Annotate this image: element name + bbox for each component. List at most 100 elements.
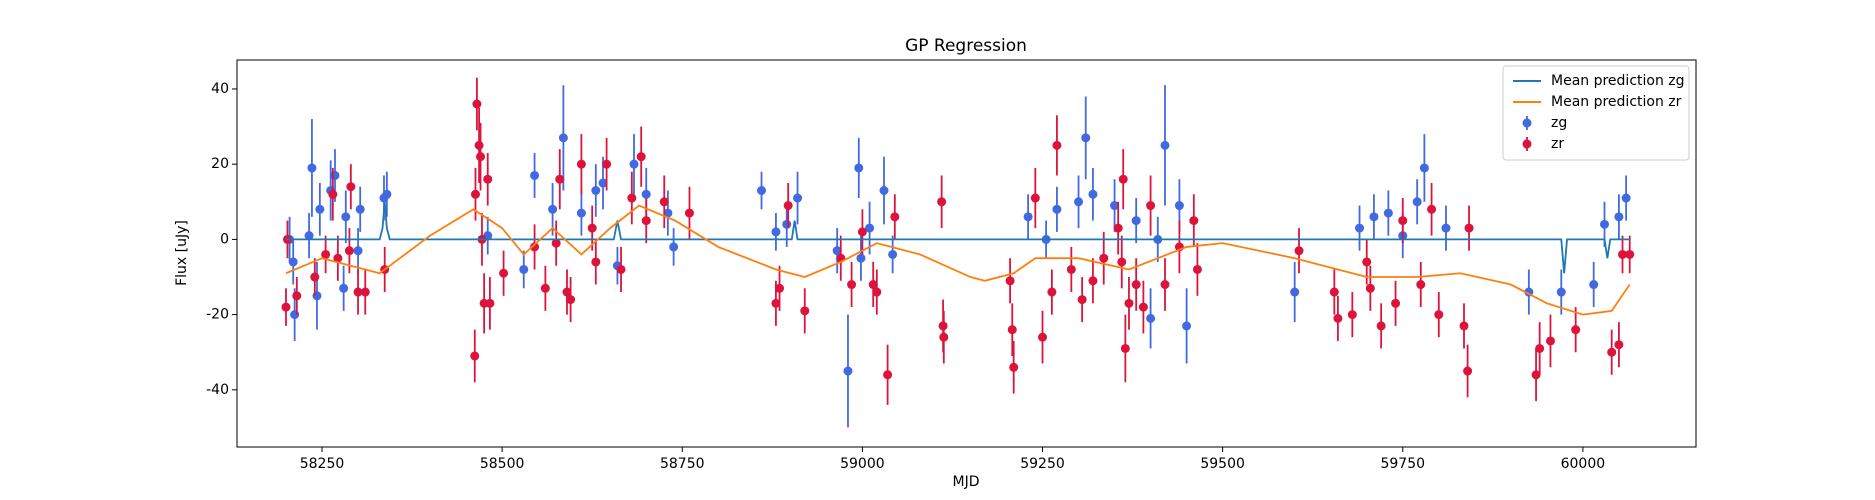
data-point (1434, 310, 1444, 320)
data-point (1464, 223, 1474, 233)
mean-line (285, 201, 1630, 274)
data-point (1618, 249, 1628, 259)
data-point (558, 133, 568, 143)
data-point (1047, 287, 1057, 297)
data-point (1066, 264, 1076, 274)
data-point (888, 249, 898, 259)
data-point (555, 174, 565, 184)
data-point (1074, 197, 1084, 207)
data-point (783, 201, 793, 211)
mean-line (285, 204, 1631, 316)
data-point (312, 291, 322, 301)
data-point (1419, 163, 1429, 173)
data-point (355, 204, 365, 214)
data-point (1030, 193, 1040, 203)
data-point (832, 246, 842, 256)
data-point (616, 264, 626, 274)
data-point (1355, 223, 1365, 233)
data-point (1290, 287, 1300, 297)
data-point (566, 295, 576, 305)
plot-area (281, 77, 1635, 428)
data-point (663, 208, 673, 218)
data-point (1099, 253, 1109, 263)
x-tick-label: 58250 (300, 456, 345, 472)
data-point (857, 227, 867, 237)
data-point (346, 182, 356, 192)
data-point (1441, 223, 1451, 233)
data-point (1189, 216, 1199, 226)
data-point (485, 298, 495, 308)
data-point (865, 223, 875, 233)
data-point (1614, 340, 1624, 350)
x-tick-label: 58750 (660, 456, 705, 472)
data-point (1347, 310, 1357, 320)
data-point (341, 212, 351, 222)
data-point (879, 186, 889, 196)
data-point (1146, 313, 1156, 323)
data-point (353, 287, 363, 297)
data-point (344, 246, 354, 256)
data-point (800, 306, 810, 316)
data-point (304, 231, 314, 241)
data-point (1182, 321, 1192, 331)
data-point (1599, 219, 1609, 229)
data-point (854, 163, 864, 173)
data-point (382, 189, 392, 199)
x-tick-label: 59250 (1020, 456, 1065, 472)
data-point (483, 174, 493, 184)
y-tick-label: 40 (211, 81, 229, 97)
data-point (1362, 257, 1372, 267)
data-point (1023, 212, 1033, 222)
legend-label: Mean prediction zr (1551, 94, 1682, 110)
data-point (587, 223, 597, 233)
data-point (1459, 321, 1469, 331)
data-point (1146, 201, 1156, 211)
data-point (1192, 264, 1202, 274)
legend-label: zg (1551, 115, 1567, 131)
data-point (939, 332, 949, 342)
x-tick-label: 58500 (480, 456, 525, 472)
x-tick-label: 59750 (1380, 456, 1425, 472)
data-point (641, 216, 651, 226)
data-point (1333, 313, 1343, 323)
data-point (530, 242, 540, 252)
x-tick-label: 59500 (1200, 456, 1245, 472)
data-point (330, 170, 340, 180)
data-point (1545, 336, 1555, 346)
data-point (868, 280, 878, 290)
data-point (562, 287, 572, 297)
data-point (339, 283, 349, 293)
data-point (1571, 325, 1581, 335)
legend-label: Mean prediction zg (1551, 73, 1685, 89)
data-point (1005, 276, 1015, 286)
legend-box (1502, 65, 1690, 161)
data-point (307, 163, 317, 173)
legend-label: zr (1551, 136, 1564, 152)
data-point (499, 268, 509, 278)
data-point (292, 291, 302, 301)
data-point (576, 159, 586, 169)
data-point (472, 99, 482, 109)
data-point (872, 287, 882, 297)
y-tick-label: -40 (206, 382, 229, 398)
data-point (1614, 212, 1624, 222)
data-point (1398, 216, 1408, 226)
data-point (1160, 280, 1170, 290)
data-point (1052, 140, 1062, 150)
data-point (1118, 174, 1128, 184)
data-point (771, 298, 781, 308)
data-point (782, 219, 792, 229)
data-point (1416, 280, 1426, 290)
data-point (1131, 216, 1141, 226)
data-point (470, 189, 480, 199)
data-point (598, 178, 608, 188)
data-point (1621, 193, 1631, 203)
data-point (1120, 343, 1130, 353)
data-point (1589, 280, 1599, 290)
data-point (1077, 295, 1087, 305)
data-point (890, 212, 900, 222)
data-point (636, 152, 646, 162)
data-point (602, 159, 612, 169)
data-point (1625, 249, 1635, 259)
